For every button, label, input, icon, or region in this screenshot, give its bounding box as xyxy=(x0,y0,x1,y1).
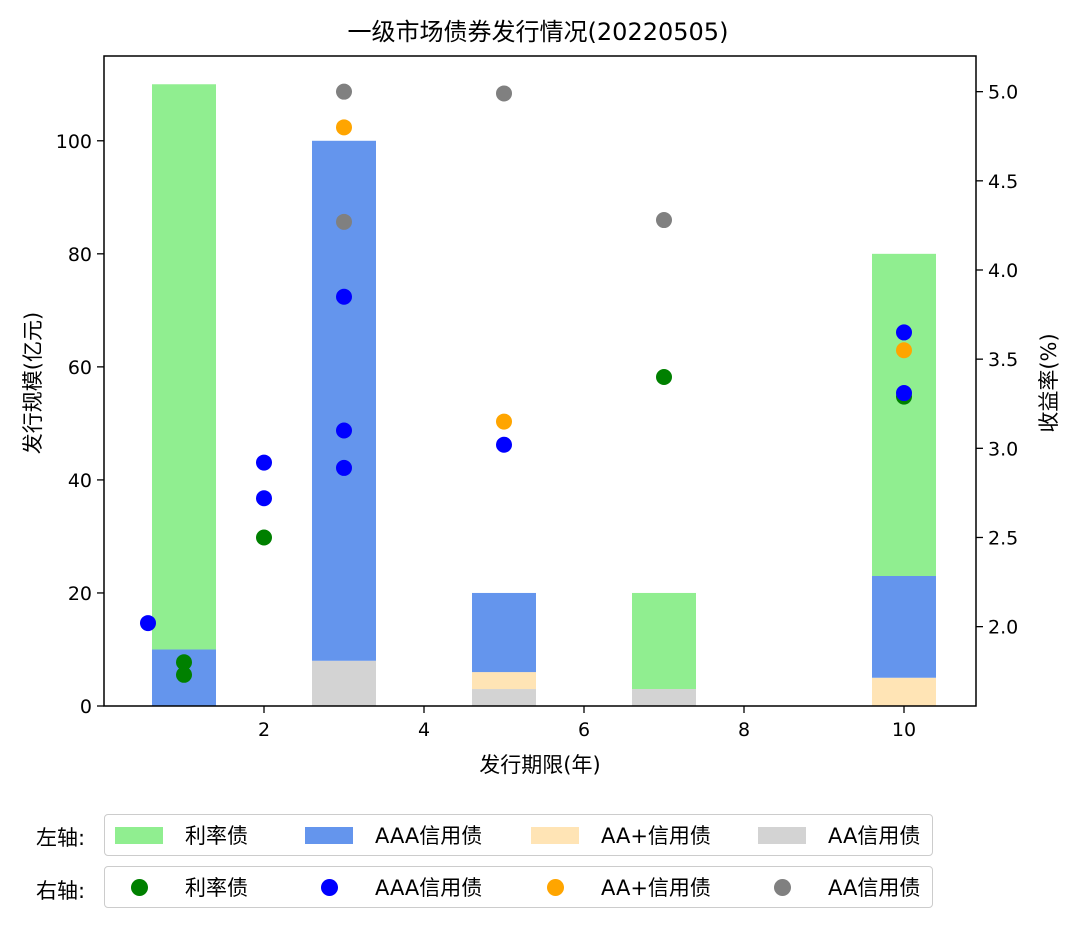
legend-item-rate-bar: 利率债 xyxy=(115,815,248,855)
scatter-point xyxy=(176,654,192,671)
scatter-point xyxy=(496,436,512,453)
x-tick-label: 10 xyxy=(892,719,916,741)
rate-dot-swatch xyxy=(131,878,148,896)
legend-item-rate-dot: 利率债 xyxy=(115,867,248,907)
scatter-point xyxy=(256,454,272,471)
bar xyxy=(472,672,536,690)
scatter-point xyxy=(140,615,156,632)
aa-dot-swatch xyxy=(774,878,791,896)
bar xyxy=(872,576,936,678)
legend-item-aaplus-dot: AA+信用债 xyxy=(531,867,711,907)
scatter-point xyxy=(656,368,672,385)
y2-tick-label: 4.0 xyxy=(988,260,1018,282)
legend-right-axis: 利率债 AAA信用债 AA+信用债 AA信用债 xyxy=(104,866,933,908)
x-tick-label: 2 xyxy=(258,719,270,741)
bar xyxy=(472,592,536,673)
legend-label: AA+信用债 xyxy=(601,876,711,900)
legend-label: AAA信用债 xyxy=(375,876,483,900)
bar xyxy=(632,592,696,690)
aa-bar-swatch xyxy=(758,826,806,844)
legend-item-aa-bar: AA信用债 xyxy=(758,815,920,855)
plot-frame xyxy=(103,55,977,707)
scatter-point xyxy=(496,85,512,102)
x-tick-label: 6 xyxy=(578,719,590,741)
y-tick-label: 0 xyxy=(80,696,92,718)
legend-label: AA信用债 xyxy=(828,876,921,900)
bar xyxy=(312,660,376,706)
y-tick-label: 80 xyxy=(68,244,92,266)
scatter-point xyxy=(336,83,352,100)
bar xyxy=(872,677,936,706)
rate-bar-swatch xyxy=(115,826,163,844)
aaa-bar-swatch xyxy=(305,826,353,844)
scatter-point xyxy=(896,385,912,402)
scatter-point xyxy=(176,666,192,683)
y-tick-label: 20 xyxy=(68,583,92,605)
x-tick-label: 8 xyxy=(738,719,750,741)
aaa-dot-swatch xyxy=(321,878,338,896)
y-tick-label: 100 xyxy=(56,131,92,153)
scatter-layer xyxy=(140,83,912,683)
y2-tick-label: 2.0 xyxy=(988,617,1018,639)
y2-tick-label: 2.5 xyxy=(988,527,1018,549)
legend-left-axis: 利率债 AAA信用债 AA+信用债 AA信用债 xyxy=(104,814,933,856)
y-tick-label: 60 xyxy=(68,357,92,379)
aaplus-dot-swatch xyxy=(547,878,564,896)
x-tick-label: 4 xyxy=(418,719,430,741)
chart-title: 一级市场债券发行情况(20220505) xyxy=(348,18,729,46)
scatter-point xyxy=(496,413,512,430)
scatter-point xyxy=(336,422,352,439)
legend-right-caption: 右轴: xyxy=(36,879,86,903)
bar xyxy=(152,84,216,650)
legend-label: 利率债 xyxy=(185,824,248,848)
y2-axis-label: 收益率(%) xyxy=(1037,333,1061,432)
legend-item-aaa-bar: AAA信用债 xyxy=(305,815,482,855)
scatter-point xyxy=(336,213,352,230)
aaplus-bar-swatch xyxy=(531,826,579,844)
y-axis-label: 发行规模(亿元) xyxy=(21,312,45,454)
scatter-point xyxy=(256,490,272,507)
x-axis-label: 发行期限(年) xyxy=(479,753,600,777)
scatter-point xyxy=(656,212,672,229)
legend-item-aaa-dot: AAA信用债 xyxy=(305,867,482,907)
scatter-point xyxy=(256,529,272,546)
y2-tick-label: 5.0 xyxy=(988,82,1018,104)
y2-tick-label: 4.5 xyxy=(988,171,1018,193)
bar xyxy=(472,689,536,706)
y2-tick-label: 3.5 xyxy=(988,349,1018,371)
bar xyxy=(632,689,696,706)
legend-label: AAA信用债 xyxy=(375,824,483,848)
bar-layer xyxy=(152,84,936,706)
y-tick-label: 40 xyxy=(68,470,92,492)
scatter-point xyxy=(896,342,912,359)
legend-label: AA+信用债 xyxy=(601,824,711,848)
scatter-point xyxy=(336,459,352,476)
scatter-point xyxy=(336,288,352,305)
scatter-point xyxy=(896,324,912,341)
chart-svg: 一级市场债券发行情况(20220505) 2 4 6 8 100204060801002… xyxy=(21,18,1061,777)
legend-label: AA信用债 xyxy=(828,824,921,848)
y2-tick-label: 3.0 xyxy=(988,438,1018,460)
scatter-point xyxy=(336,119,352,136)
legend-left-caption: 左轴: xyxy=(36,826,86,850)
legend-item-aaplus-bar: AA+信用债 xyxy=(531,815,711,855)
legend-label: 利率债 xyxy=(185,876,248,900)
bar xyxy=(872,253,936,576)
legend-item-aa-dot: AA信用债 xyxy=(758,867,920,907)
